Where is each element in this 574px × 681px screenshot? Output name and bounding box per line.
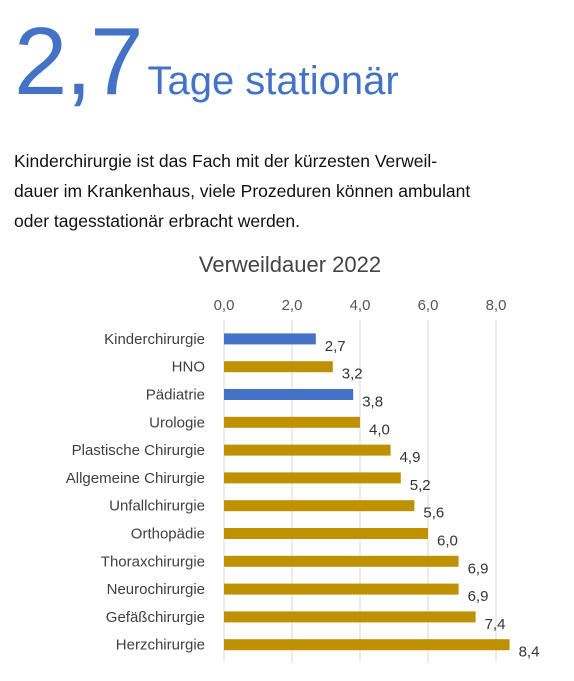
data-label: 7,4 — [485, 616, 506, 633]
category-label: Neurochirurgie — [107, 581, 205, 598]
bar — [224, 583, 459, 595]
bar — [224, 639, 510, 651]
intro-line: oder tagesstationär erbracht werden. — [14, 211, 300, 231]
intro-text: Kinderchirurgie ist das Fach mit der kür… — [14, 146, 570, 236]
bar — [224, 333, 316, 345]
data-label: 8,4 — [519, 644, 540, 661]
category-label: Allgemeine Chirurgie — [66, 470, 205, 487]
intro-line: Kinderchirurgie ist das Fach mit der kür… — [14, 151, 438, 171]
category-label: Plastische Chirurgie — [72, 442, 205, 459]
x-tick-label: 6,0 — [418, 297, 439, 314]
chart-title: Verweildauer 2022 — [199, 252, 381, 277]
bar — [224, 416, 360, 428]
category-label: Herzchirurgie — [116, 637, 205, 654]
bar — [224, 444, 391, 456]
headline-label: Tage stationär — [147, 59, 399, 103]
category-label: Pädiatrie — [146, 387, 205, 404]
data-label: 3,2 — [342, 366, 363, 383]
category-label: HNO — [172, 359, 205, 376]
category-label: Orthopädie — [131, 526, 205, 543]
data-label: 3,8 — [362, 394, 383, 411]
category-label: Thoraxchirurgie — [101, 553, 205, 570]
data-label: 2,7 — [325, 338, 346, 355]
bar — [224, 555, 459, 567]
data-label: 6,9 — [468, 560, 489, 577]
x-tick-label: 0,0 — [214, 297, 235, 314]
intro-line: dauer im Krankenhaus, viele Prozeduren k… — [14, 181, 471, 201]
category-label: Kinderchirurgie — [104, 331, 205, 348]
category-label: Gefäßchirurgie — [106, 609, 205, 626]
bar — [224, 361, 333, 373]
headline-number: 2,7 — [14, 8, 143, 115]
category-label: Unfallchirurgie — [109, 498, 205, 515]
x-tick-label: 2,0 — [282, 297, 303, 314]
data-label: 4,0 — [369, 421, 390, 438]
x-tick-label: 8,0 — [486, 297, 507, 314]
bar — [224, 500, 415, 512]
data-label: 5,6 — [423, 505, 444, 522]
bar — [224, 389, 354, 400]
headline: 2,7 Tage stationär — [14, 14, 399, 110]
bar — [224, 611, 476, 623]
data-label: 6,9 — [468, 588, 489, 605]
bar-chart: Verweildauer 2022 0,0 2,0 4,0 6,0 8,0 Kinder… — [66, 252, 540, 663]
bar — [224, 528, 428, 539]
data-label: 6,0 — [437, 533, 458, 550]
x-tick-label: 4,0 — [350, 297, 371, 314]
data-label: 5,2 — [410, 477, 431, 494]
category-label: Urologie — [149, 414, 205, 431]
data-label: 4,9 — [400, 449, 421, 466]
bar — [224, 472, 401, 484]
